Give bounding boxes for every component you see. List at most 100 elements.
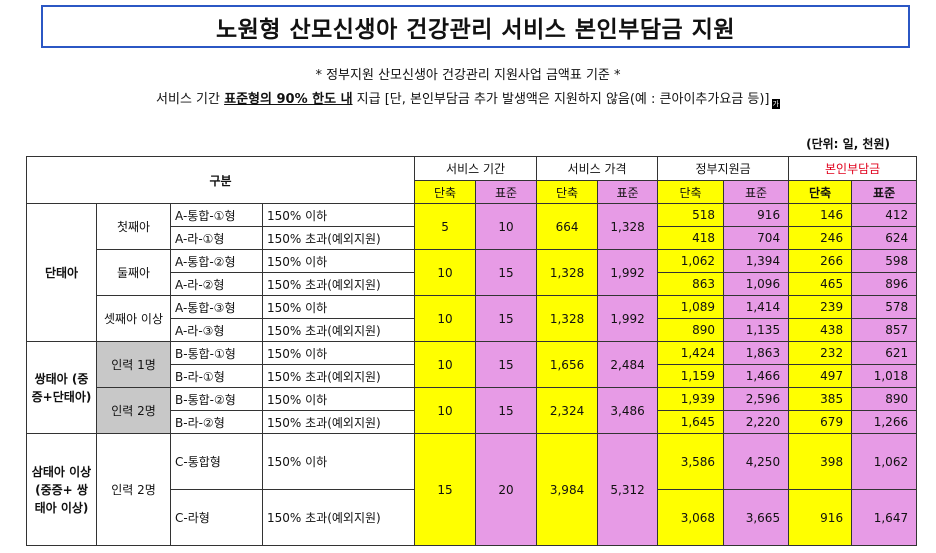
- subtitle-post: 지급 [단, 본인부담금 추가 발생액은 지원하지 않음(예 : 큰아이추가요금…: [352, 92, 770, 107]
- gov-standard-cell: 916: [723, 203, 790, 227]
- self-short-cell: 438: [788, 318, 853, 342]
- period-standard-cell: 15: [475, 295, 538, 342]
- type-cell: B-라-②형: [170, 410, 263, 434]
- self-standard-cell: 578: [851, 295, 918, 319]
- gov-short-cell: 1,424: [657, 341, 725, 365]
- self-short-cell: 246: [788, 226, 853, 250]
- self-short-cell: 385: [788, 387, 853, 411]
- unit-note: (단위: 일, 천원): [806, 137, 890, 151]
- price-standard-cell: 3,486: [597, 387, 659, 434]
- gov-short-cell: 863: [657, 272, 725, 296]
- subgroup-label: 첫째아: [96, 203, 171, 250]
- self-standard-cell: 412: [851, 203, 918, 227]
- self-standard-cell: 1,266: [851, 410, 918, 434]
- subheader-standard: 표준: [597, 180, 659, 204]
- income-cell: 150% 초과(예외지원): [261, 226, 416, 250]
- price-short-cell: 1,656: [536, 341, 599, 388]
- subheader-standard: 표준: [851, 180, 918, 204]
- self-short-cell: 679: [788, 410, 853, 434]
- type-cell: C-라형: [170, 489, 263, 546]
- price-standard-cell: 1,992: [597, 295, 659, 342]
- price-standard-cell: 2,484: [597, 341, 659, 388]
- income-cell: 150% 초과(예외지원): [261, 489, 416, 546]
- header-gov: 정부지원금: [657, 156, 790, 181]
- subgroup-label: 셋째아 이상: [96, 295, 171, 342]
- gov-standard-cell: 1,096: [723, 272, 790, 296]
- period-standard-cell: 10: [475, 203, 538, 250]
- income-cell: 150% 이하: [261, 341, 416, 365]
- self-short-cell: 232: [788, 341, 853, 365]
- gov-short-cell: 3,586: [657, 433, 725, 490]
- period-short-cell: 5: [414, 203, 477, 250]
- period-standard-cell: 15: [475, 249, 538, 296]
- period-short-cell: 10: [414, 387, 477, 434]
- type-cell: A-통합-③형: [170, 295, 263, 319]
- type-cell: A-라-②형: [170, 272, 263, 296]
- self-standard-cell: 598: [851, 249, 918, 273]
- self-standard-cell: 890: [851, 387, 918, 411]
- gov-short-cell: 1,062: [657, 249, 725, 273]
- price-short-cell: 2,324: [536, 387, 599, 434]
- gov-short-cell: 1,089: [657, 295, 725, 319]
- self-standard-cell: 1,018: [851, 364, 918, 388]
- support-amount-table: 구분 서비스 기간 서비스 가격 정부지원금 본인부담금 단축 표준 단축 표준…: [25, 156, 918, 546]
- self-standard-cell: 1,647: [851, 489, 918, 546]
- group-label: 삼태아 이상 (중증+ 쌍태아 이상): [26, 433, 97, 546]
- gov-standard-cell: 2,596: [723, 387, 790, 411]
- price-standard-cell: 1,992: [597, 249, 659, 296]
- price-short-cell: 3,984: [536, 433, 599, 546]
- income-cell: 150% 초과(예외지원): [261, 318, 416, 342]
- subheader-short: 단축: [788, 180, 853, 204]
- self-short-cell: 916: [788, 489, 853, 546]
- income-cell: 150% 이하: [261, 295, 416, 319]
- gov-short-cell: 418: [657, 226, 725, 250]
- subtitle-basis: * 정부지원 산모신생아 건강관리 지원사업 금액표 기준 *: [315, 68, 621, 83]
- title-box: 노원형 산모신생아 건강관리 서비스 본인부담금 지원: [41, 5, 910, 48]
- self-standard-cell: 857: [851, 318, 918, 342]
- header-period: 서비스 기간: [414, 156, 538, 181]
- gov-standard-cell: 1,135: [723, 318, 790, 342]
- price-short-cell: 1,328: [536, 249, 599, 296]
- type-cell: A-통합-①형: [170, 203, 263, 227]
- type-cell: A-라-①형: [170, 226, 263, 250]
- type-cell: A-라-③형: [170, 318, 263, 342]
- subtitle-bold: 표준형의 90% 한도 내: [224, 92, 353, 107]
- small-badge: 가: [771, 99, 780, 109]
- type-cell: B-통합-②형: [170, 387, 263, 411]
- gov-short-cell: 1,159: [657, 364, 725, 388]
- self-short-cell: 266: [788, 249, 853, 273]
- income-cell: 150% 초과(예외지원): [261, 272, 416, 296]
- subgroup-label: 인력 1명: [96, 341, 171, 388]
- period-short-cell: 10: [414, 295, 477, 342]
- subtitle-conditions: 서비스 기간 표준형의 90% 한도 내 지급 [단, 본인부담금 추가 발생액…: [0, 88, 936, 109]
- header-self: 본인부담금: [788, 156, 918, 181]
- group-label: 쌍태아 (중증+단태아): [26, 341, 97, 434]
- header-price: 서비스 가격: [536, 156, 659, 181]
- gov-short-cell: 1,939: [657, 387, 725, 411]
- self-short-cell: 146: [788, 203, 853, 227]
- income-cell: 150% 이하: [261, 203, 416, 227]
- gov-short-cell: 1,645: [657, 410, 725, 434]
- gov-standard-cell: 3,665: [723, 489, 790, 546]
- gov-standard-cell: 1,466: [723, 364, 790, 388]
- subgroup-label: 인력 2명: [96, 387, 171, 434]
- group-label: 단태아: [26, 203, 97, 342]
- subheader-standard: 표준: [723, 180, 790, 204]
- subgroup-label: 둘째아: [96, 249, 171, 296]
- self-short-cell: 497: [788, 364, 853, 388]
- price-standard-cell: 1,328: [597, 203, 659, 250]
- type-cell: A-통합-②형: [170, 249, 263, 273]
- period-short-cell: 10: [414, 341, 477, 388]
- subheader-standard: 표준: [475, 180, 538, 204]
- income-cell: 150% 이하: [261, 387, 416, 411]
- price-standard-cell: 5,312: [597, 433, 659, 546]
- subheader-short: 단축: [414, 180, 477, 204]
- gov-short-cell: 3,068: [657, 489, 725, 546]
- gov-standard-cell: 1,414: [723, 295, 790, 319]
- self-standard-cell: 621: [851, 341, 918, 365]
- self-short-cell: 239: [788, 295, 853, 319]
- type-cell: B-통합-①형: [170, 341, 263, 365]
- gov-standard-cell: 4,250: [723, 433, 790, 490]
- income-cell: 150% 이하: [261, 249, 416, 273]
- income-cell: 150% 이하: [261, 433, 416, 490]
